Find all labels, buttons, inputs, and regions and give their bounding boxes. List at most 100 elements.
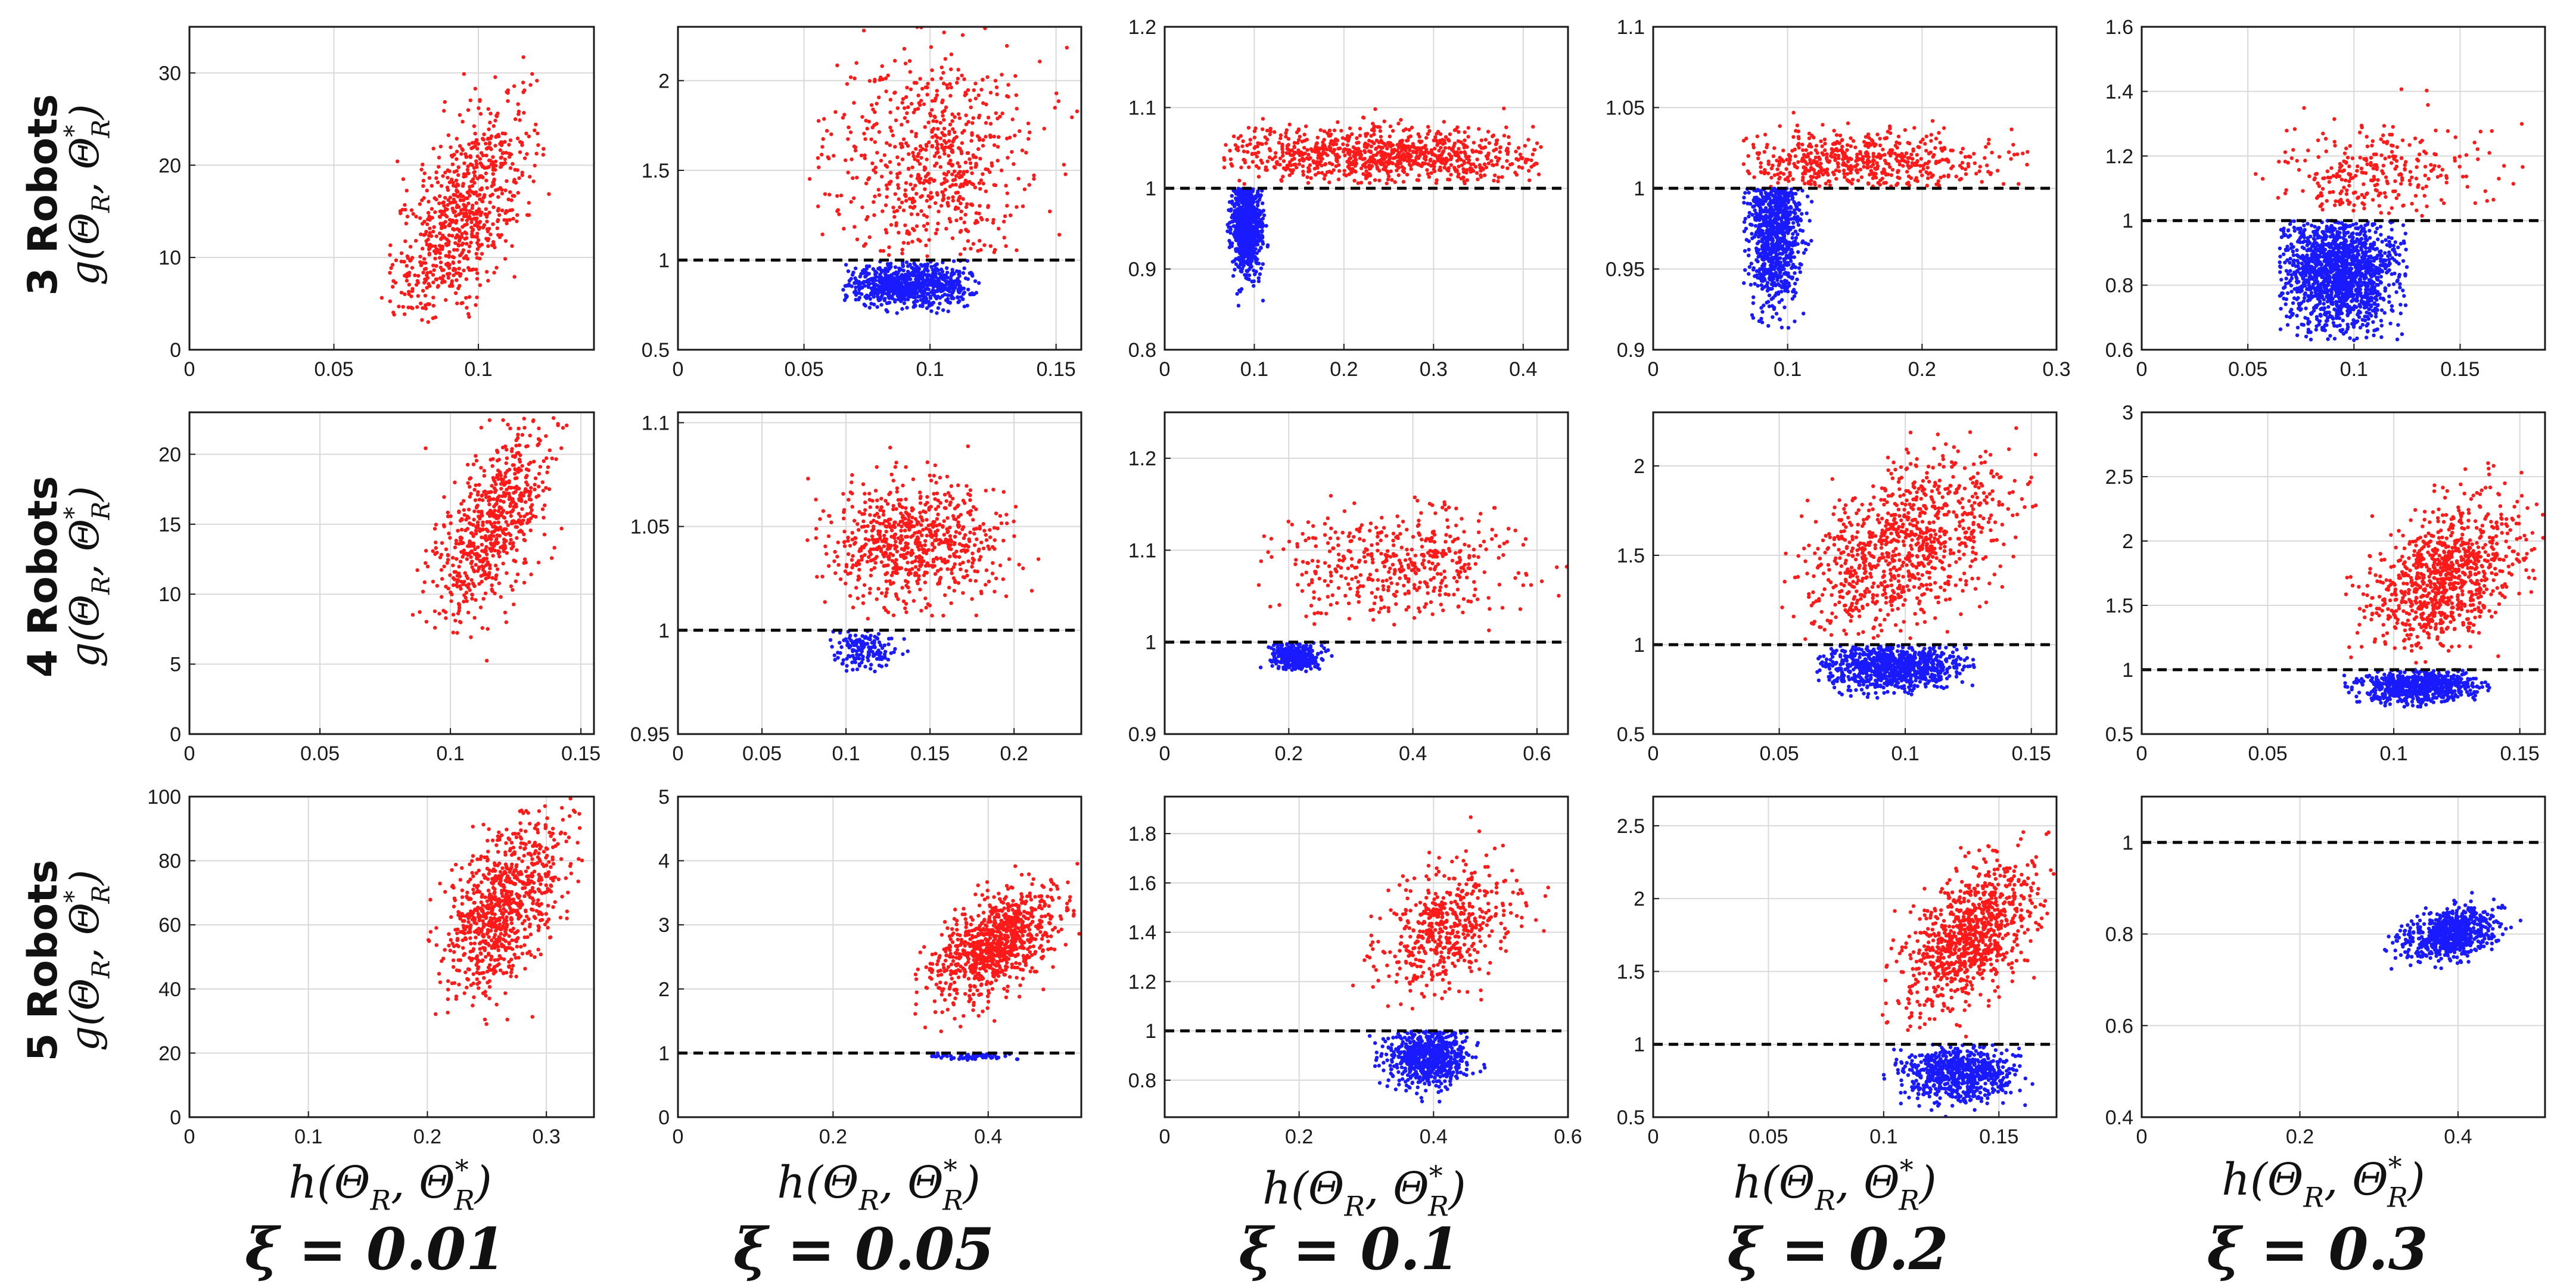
data-point (1434, 181, 1439, 185)
data-point (888, 160, 892, 164)
data-point (431, 229, 435, 234)
data-point (891, 292, 896, 296)
data-point (1238, 192, 1242, 196)
data-point (401, 304, 405, 309)
data-point (1249, 203, 1253, 207)
data-point (1946, 175, 1950, 179)
data-point (869, 291, 873, 296)
data-point (1823, 141, 1827, 146)
data-point (884, 231, 889, 235)
data-point (965, 202, 969, 206)
data-point (533, 163, 537, 168)
data-point (853, 266, 858, 271)
data-point (413, 238, 418, 243)
data-point (882, 291, 886, 296)
data-point (493, 163, 498, 168)
data-point (911, 154, 916, 158)
data-point (1763, 132, 1768, 137)
data-point (947, 139, 951, 143)
data-point (388, 299, 392, 303)
data-point (1855, 170, 1859, 175)
data-point (963, 160, 968, 164)
data-point (528, 83, 533, 87)
data-point (1357, 150, 1362, 154)
data-point (958, 284, 962, 288)
data-point (1292, 157, 1296, 161)
data-point (988, 122, 993, 126)
data-point (1755, 241, 1760, 245)
data-point (929, 309, 934, 313)
data-point (493, 245, 497, 250)
data-point (1244, 228, 1248, 233)
data-point (850, 284, 854, 288)
data-point (437, 194, 442, 198)
data-point (947, 145, 951, 150)
data-point (1807, 144, 1811, 148)
data-point (1777, 161, 1782, 166)
data-point (1302, 145, 1306, 150)
data-point (475, 271, 480, 275)
data-point (1366, 159, 1370, 163)
data-point (905, 287, 909, 291)
data-point (1939, 146, 1943, 151)
data-point (897, 197, 901, 201)
data-point (1311, 159, 1315, 163)
data-point (1246, 215, 1250, 219)
data-point (835, 194, 839, 198)
data-point (1532, 163, 1536, 167)
data-point (1938, 141, 1942, 145)
data-point (917, 161, 922, 166)
data-point (930, 195, 934, 200)
data-point (1336, 120, 1340, 125)
data-point (1390, 178, 1394, 182)
data-point (1791, 135, 1796, 139)
data-point (881, 209, 885, 213)
data-point (935, 135, 939, 139)
data-point (925, 222, 930, 226)
data-point (1395, 168, 1399, 173)
data-point (510, 244, 514, 248)
data-point (919, 98, 923, 103)
data-point (1817, 174, 1821, 179)
data-point (1254, 164, 1259, 168)
data-point (994, 85, 999, 89)
data-point (469, 241, 473, 245)
data-point (1442, 120, 1446, 124)
data-point (1759, 161, 1763, 165)
data-point (1359, 181, 1364, 185)
data-point (472, 124, 476, 128)
data-point (437, 201, 441, 206)
data-point (1438, 132, 1443, 136)
data-point (942, 108, 947, 113)
data-point (1277, 141, 1281, 145)
data-point (1966, 161, 1970, 166)
data-point (1232, 204, 1237, 209)
data-point (1379, 139, 1383, 143)
data-point (1010, 150, 1014, 154)
data-point (1837, 169, 1841, 173)
data-point (841, 116, 845, 120)
data-point (878, 288, 882, 293)
data-point (941, 197, 945, 201)
data-point (491, 222, 495, 226)
data-point (1255, 212, 1260, 216)
data-point (442, 108, 446, 113)
data-point (919, 263, 923, 267)
data-point (922, 224, 926, 228)
data-point (988, 133, 993, 138)
data-point (1927, 151, 1931, 156)
data-point (1752, 175, 1756, 179)
data-point (1263, 135, 1267, 139)
data-point (893, 145, 897, 149)
data-point (956, 112, 961, 116)
data-point (1245, 150, 1250, 154)
data-point (888, 125, 892, 130)
data-point (1461, 167, 1466, 171)
data-point (1301, 173, 1305, 177)
data-point (1785, 157, 1789, 162)
data-point (964, 179, 968, 184)
data-point (390, 263, 395, 267)
data-point (452, 273, 456, 278)
data-point (1070, 115, 1074, 119)
data-point (1930, 175, 1934, 179)
